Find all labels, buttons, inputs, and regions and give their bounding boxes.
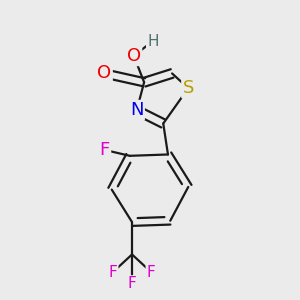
Text: O: O: [127, 47, 141, 65]
Text: F: F: [100, 141, 110, 159]
Text: H: H: [147, 34, 159, 49]
Text: F: F: [128, 276, 136, 291]
Text: S: S: [183, 79, 194, 97]
Text: F: F: [147, 265, 155, 280]
Text: O: O: [97, 64, 111, 82]
Text: N: N: [130, 101, 143, 119]
Text: F: F: [109, 265, 117, 280]
